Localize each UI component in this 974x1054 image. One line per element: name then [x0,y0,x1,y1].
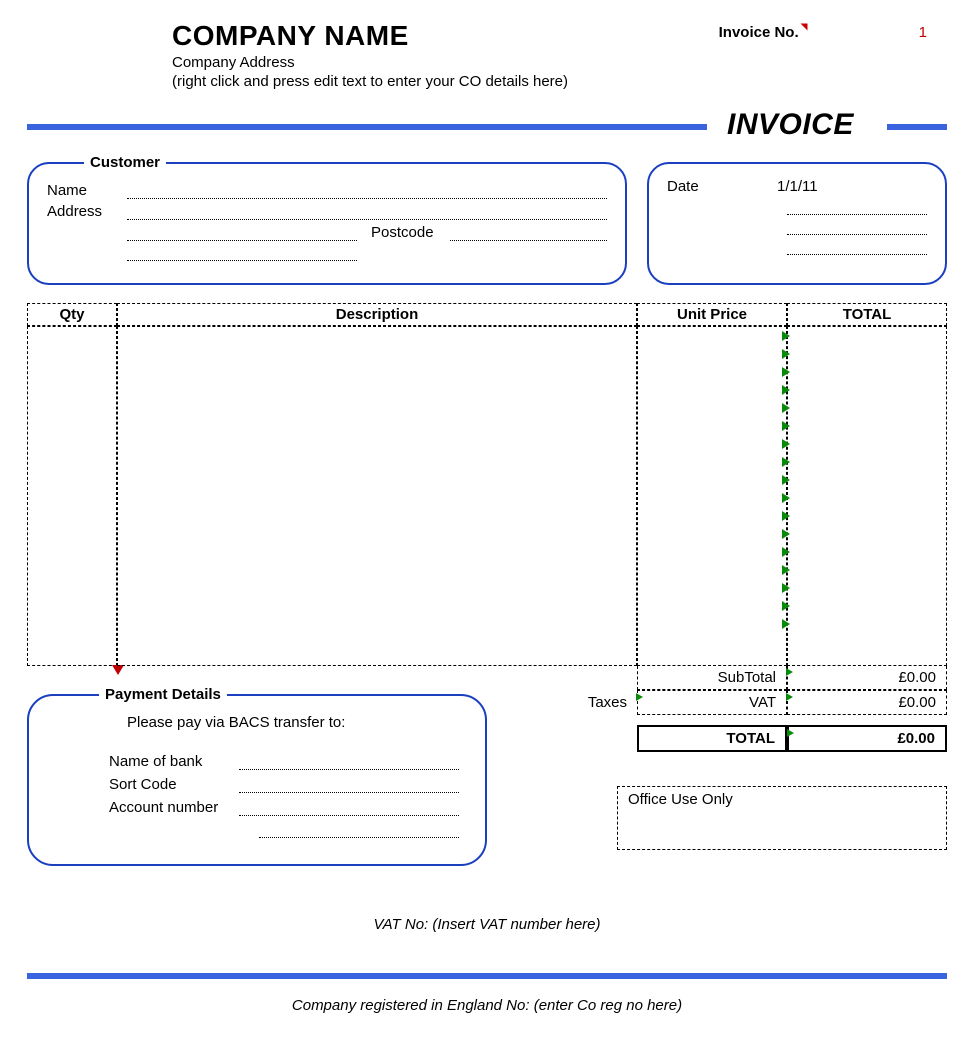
company-name: COMPANY NAME [172,20,719,52]
below-grid: Payment Details Please pay via BACS tran… [27,666,947,866]
header: COMPANY NAME Company Address (right clic… [27,20,947,90]
invoice-title: INVOICE [727,108,854,142]
formula-tri-icon [787,729,794,737]
formula-tri-icon [786,693,793,701]
customer-legend: Customer [84,154,166,171]
date-line2[interactable] [787,219,927,235]
acct-field[interactable] [239,800,459,816]
vat-row: Taxes VAT £0.00 [517,690,947,715]
customer-address-field[interactable] [127,204,607,220]
formula-markers [782,331,792,661]
unit-price-cells[interactable] [637,326,787,666]
date-label: Date [667,178,717,195]
payment-legend: Payment Details [99,686,227,703]
subtotal-value: £0.00 [787,666,947,690]
invoice-page: COMPANY NAME Company Address (right clic… [27,20,947,1014]
subtotal-label: SubTotal [637,666,787,690]
description-cells[interactable] [117,326,637,666]
customer-address2-field[interactable] [127,225,357,241]
vat-value: £0.00 [787,690,947,715]
date-line3[interactable] [787,239,927,255]
company-address: Company Address [172,54,719,71]
customer-address-label: Address [47,203,117,220]
total-value: £0.00 [787,725,947,752]
total-label: TOTAL [637,725,787,752]
footer-rule [27,973,947,979]
sort-field[interactable] [239,777,459,793]
payment-instruction: Please pay via BACS transfer to: [127,714,459,731]
date-line1[interactable] [787,199,927,215]
info-boxes: Customer Name Address Postcode D [27,162,947,285]
invoice-number-label: Invoice No. [719,24,799,41]
formula-tri-icon [636,693,643,701]
rule-left [27,124,707,130]
vat-label: VAT [637,690,787,715]
office-use-label: Office Use Only [628,791,733,808]
formula-tri-icon [786,668,793,676]
invoice-number-value: 1 [919,24,927,41]
bank-field[interactable] [239,754,459,770]
postcode-label: Postcode [367,224,440,241]
qty-cells[interactable] [27,326,117,666]
col-qty: Qty [27,303,117,326]
company-hint: (right click and press edit text to ente… [172,73,719,90]
subtotal-row: SubTotal £0.00 [517,666,947,690]
col-total: TOTAL [787,303,947,326]
company-block: COMPANY NAME Company Address (right clic… [172,20,719,90]
date-box: Date 1/1/11 [647,162,947,285]
taxes-label: Taxes [517,694,637,711]
rule-right [887,124,947,130]
office-use-box: Office Use Only [617,786,947,850]
customer-address3-field[interactable] [127,245,357,261]
col-unit-price: Unit Price [637,303,787,326]
vat-number-line: VAT No: (Insert VAT number here) [27,916,947,933]
acct-label: Account number [109,799,239,816]
customer-name-label: Name [47,182,117,199]
total-row: TOTAL £0.00 [517,725,947,752]
bank-label: Name of bank [109,753,239,770]
col-description: Description [117,303,637,326]
customer-name-field[interactable] [127,183,607,199]
postcode-field[interactable] [450,225,607,241]
date-value: 1/1/11 [727,178,927,195]
sort-label: Sort Code [109,776,239,793]
total-cells [787,326,947,666]
title-rule: INVOICE [27,114,947,144]
footer-text: Company registered in England No: (enter… [27,997,947,1014]
customer-box: Customer Name Address Postcode [27,162,627,285]
invoice-number-block: Invoice No. 1 [719,20,947,90]
acct-field2[interactable] [259,822,459,838]
items-table: Qty Description Unit Price TOTAL [27,303,947,666]
payment-box: Payment Details Please pay via BACS tran… [27,694,487,866]
